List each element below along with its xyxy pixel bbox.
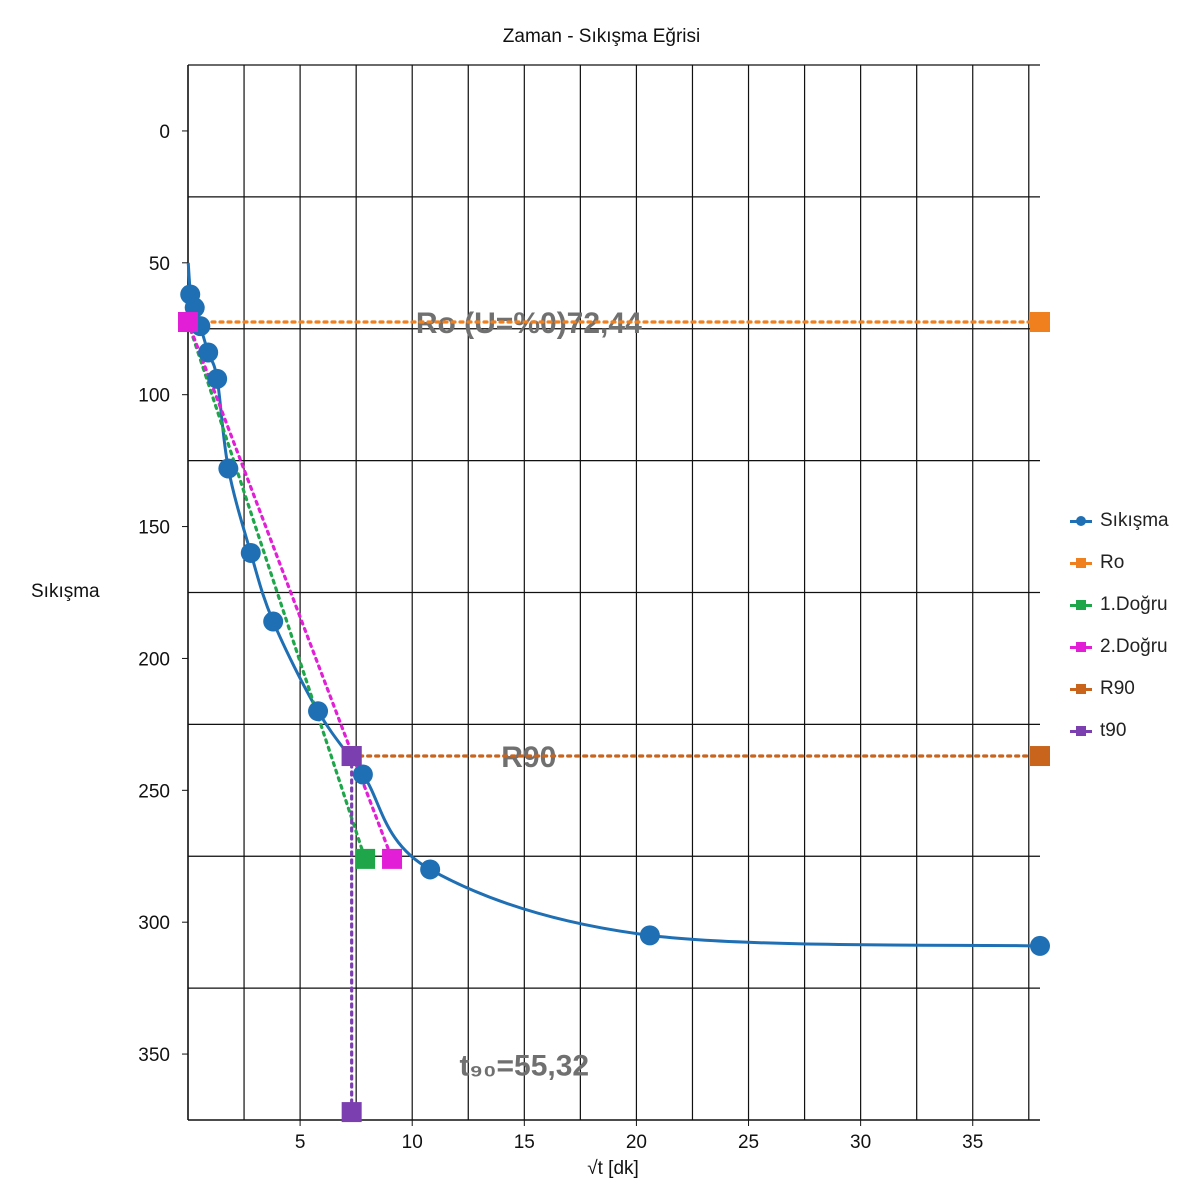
y-tick-label: 350 [138, 1045, 170, 1066]
x-tick-label: 25 [738, 1132, 759, 1153]
legend-label: Ro [1100, 552, 1125, 573]
data-point-marker [198, 342, 219, 363]
data-point-marker [639, 925, 660, 946]
x-tick-label: 20 [626, 1132, 647, 1153]
data-point-marker [352, 764, 373, 785]
data-point-marker [240, 542, 261, 563]
legend-item: 2.Doğru [1070, 626, 1169, 668]
data-point-marker [341, 1102, 362, 1123]
data-point-marker [207, 368, 228, 389]
data-point-marker [382, 848, 403, 869]
legend-label: 1.Doğru [1100, 594, 1168, 615]
legend-item: Ro [1070, 542, 1169, 584]
x-tick-label: 30 [850, 1132, 871, 1153]
legend-swatch-icon [1070, 598, 1092, 612]
data-point-marker [218, 458, 239, 479]
legend-item: 1.Doğru [1070, 584, 1169, 626]
data-point-marker [1030, 935, 1050, 956]
y-tick-label: 50 [149, 254, 170, 275]
data-point-marker [1030, 311, 1050, 332]
data-point-marker [1030, 746, 1050, 767]
chart-annotation: t₉₀=55,32 [460, 1050, 590, 1083]
chart-annotation: Ro (U=%0)72,44 [416, 307, 642, 340]
x-tick-label: 5 [295, 1132, 306, 1153]
legend-item: t90 [1070, 710, 1169, 752]
y-tick-label: 200 [138, 649, 170, 670]
legend-swatch-icon [1070, 682, 1092, 696]
x-tick-label: 15 [514, 1132, 535, 1153]
data-point-marker [420, 859, 441, 880]
y-tick-label: 250 [138, 781, 170, 802]
data-point-marker [341, 746, 362, 767]
y-tick-label: 100 [138, 386, 170, 407]
y-axis-label: Sıkışma [31, 581, 100, 602]
legend-label: t90 [1100, 720, 1127, 741]
data-point-marker [178, 311, 198, 332]
series-line-sikisma [188, 293, 1041, 948]
data-point-marker [308, 701, 329, 722]
legend-swatch-icon [1070, 724, 1092, 738]
x-tick-label: 35 [962, 1132, 983, 1153]
legend-label: R90 [1100, 678, 1135, 699]
y-tick-label: 0 [159, 122, 170, 143]
chart-title: Zaman - Sıkışma Eğrisi [502, 26, 701, 47]
legend-swatch-icon [1070, 514, 1092, 528]
y-tick-label: 300 [138, 913, 170, 934]
legend-item: R90 [1070, 668, 1169, 710]
x-axis-label: √t [dk] [587, 1158, 639, 1179]
legend-item: Sıkışma [1070, 500, 1169, 542]
legend-label: 2.Doğru [1100, 636, 1168, 657]
data-point-marker [263, 611, 284, 632]
y-tick-label: 150 [138, 518, 170, 539]
chart-legend: Sıkışma Ro 1.Doğru 2.Doğru R90 t90 [1070, 500, 1169, 752]
legend-swatch-icon [1070, 556, 1092, 570]
legend-label: Sıkışma [1100, 510, 1169, 531]
x-tick-label: 10 [402, 1132, 423, 1153]
data-point-marker [355, 848, 376, 869]
legend-swatch-icon [1070, 640, 1092, 654]
series-line-1-do-ru [186, 320, 367, 861]
